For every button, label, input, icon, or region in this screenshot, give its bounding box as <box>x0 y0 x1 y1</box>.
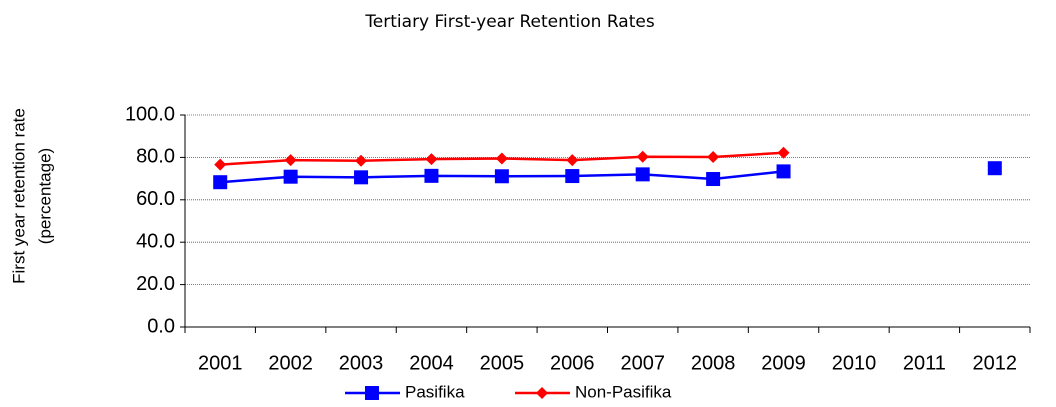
y-tick-label: 80.0 <box>136 146 175 168</box>
data-point <box>425 153 438 166</box>
data-point <box>566 154 579 167</box>
y-tick-label: 0.0 <box>147 315 175 337</box>
data-point <box>635 167 650 182</box>
x-tick-label: 2008 <box>691 352 736 374</box>
data-point <box>214 158 227 171</box>
data-point <box>706 172 721 187</box>
data-point <box>424 168 439 183</box>
data-point <box>776 164 791 179</box>
x-tick-label: 2006 <box>550 352 595 374</box>
y-axis-label: (percentage) <box>35 148 54 244</box>
legend-label: Non-Pasifika <box>575 382 672 401</box>
data-point <box>636 150 649 163</box>
chart-title: Tertiary First-year Retention Rates <box>364 12 655 32</box>
data-point <box>494 169 509 184</box>
y-tick-label: 100.0 <box>125 103 175 125</box>
data-point <box>495 152 508 165</box>
x-tick-label: 2003 <box>339 352 384 374</box>
data-point <box>213 175 228 190</box>
legend-label: Pasifika <box>405 382 465 401</box>
legend-marker <box>365 386 379 400</box>
x-tick-label: 2005 <box>480 352 525 374</box>
y-tick-label: 20.0 <box>136 273 175 295</box>
data-point <box>987 161 1002 176</box>
x-tick-label: 2001 <box>198 352 243 374</box>
x-tick-label: 2011 <box>903 352 946 374</box>
x-tick-label: 2012 <box>973 352 1018 374</box>
data-point <box>283 169 298 184</box>
data-point <box>565 169 580 184</box>
data-point <box>354 170 369 185</box>
data-point <box>707 150 720 163</box>
data-point <box>355 154 368 167</box>
x-tick-label: 2009 <box>761 352 806 374</box>
y-tick-label: 40.0 <box>136 230 175 252</box>
data-point <box>777 146 790 159</box>
x-tick-label: 2010 <box>832 352 877 374</box>
x-tick-label: 2002 <box>268 352 313 374</box>
y-axis-label: First year retention rate <box>9 108 28 284</box>
legend-marker <box>536 387 548 399</box>
x-tick-label: 2007 <box>620 352 665 374</box>
x-tick-label: 2004 <box>409 352 454 374</box>
series-line <box>220 168 995 182</box>
y-tick-label: 60.0 <box>136 188 175 210</box>
data-point <box>284 154 297 167</box>
